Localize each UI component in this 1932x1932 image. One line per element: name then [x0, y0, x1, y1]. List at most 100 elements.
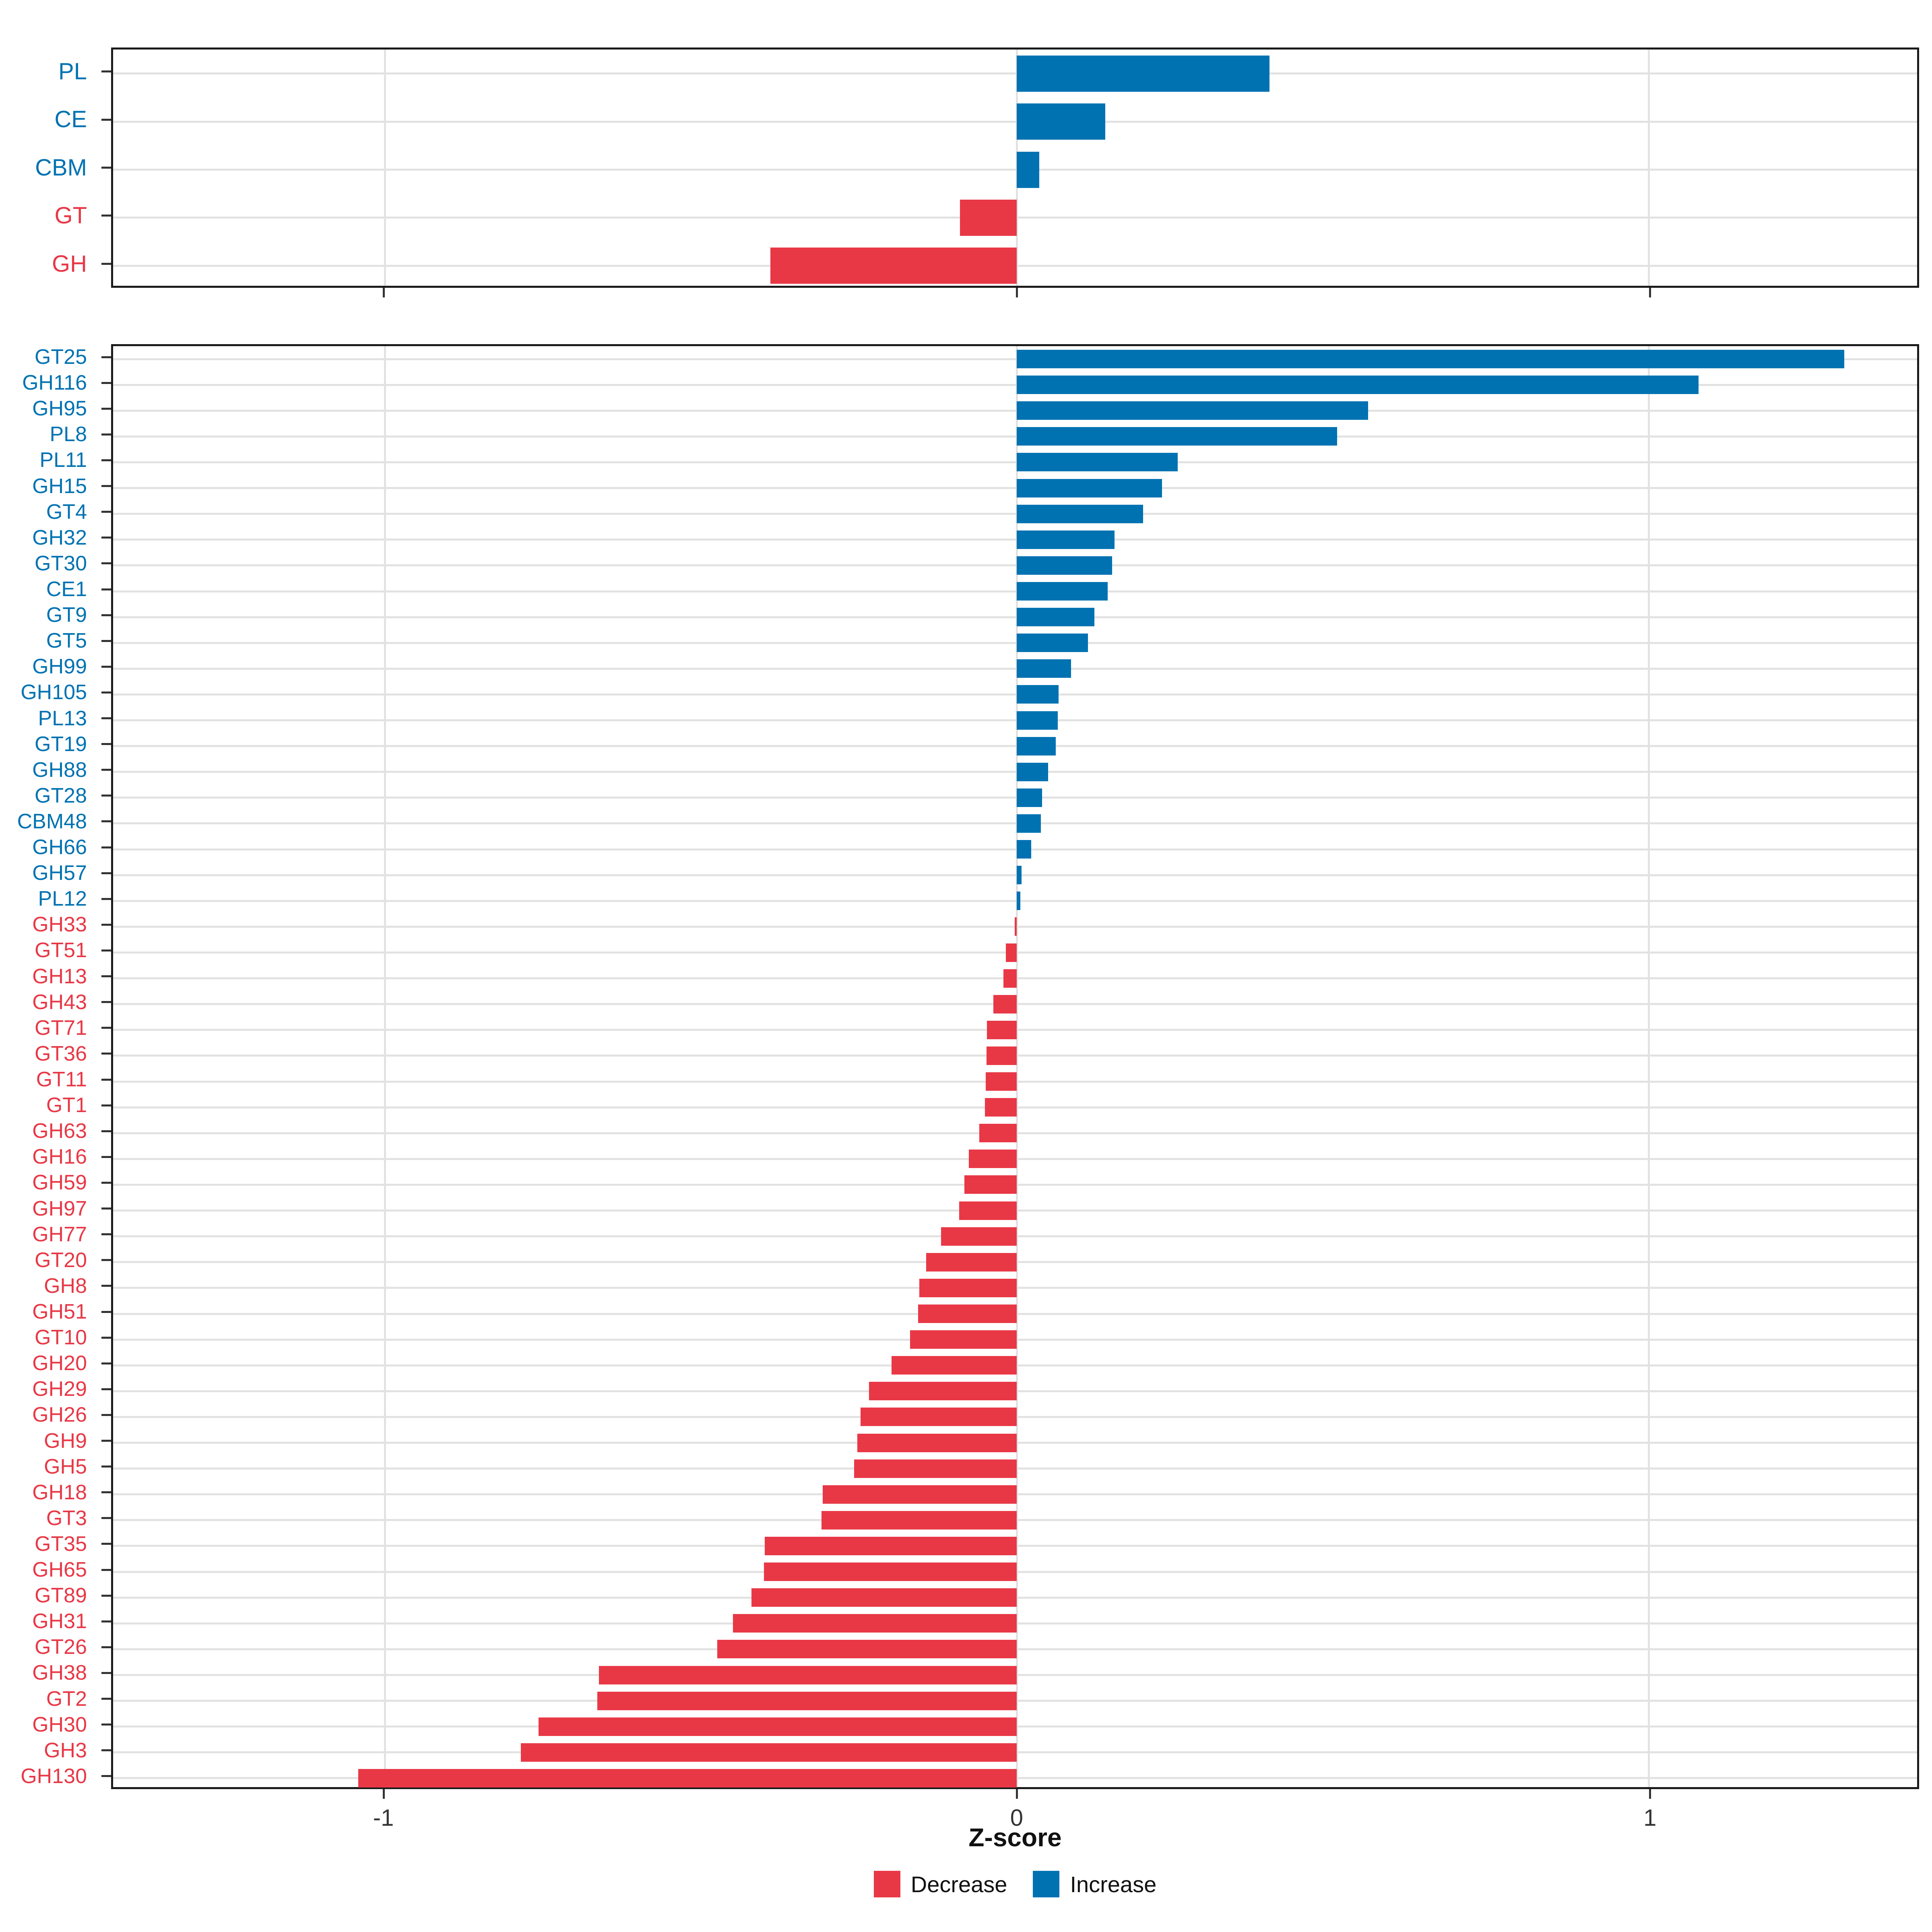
y-axis-tick [101, 1208, 111, 1210]
bar-GH97 [959, 1201, 1017, 1220]
y-axis-tick [101, 1569, 111, 1571]
bar-GT10 [910, 1330, 1017, 1349]
y-axis-tick [101, 872, 111, 874]
bar-GH57 [1016, 866, 1022, 885]
y-axis-tick [101, 485, 111, 487]
y-tick-label-GH33: GH33 [32, 913, 87, 937]
increase-swatch [1033, 1871, 1060, 1897]
y-tick-label-GH15: GH15 [32, 474, 87, 498]
x-axis-tick [1016, 1789, 1018, 1799]
bar-GT [960, 199, 1017, 236]
gridline-row [113, 822, 1917, 825]
gridline-x--1 [384, 346, 386, 1787]
y-tick-label-GT71: GT71 [34, 1016, 87, 1040]
y-tick-label-GT28: GT28 [34, 784, 87, 807]
y-axis-tick [101, 1130, 111, 1132]
y-tick-label-GT9: GT9 [46, 603, 87, 627]
x-tick-label: -1 [373, 1805, 394, 1831]
y-axis-tick [101, 975, 111, 978]
y-tick-label-GT10: GT10 [34, 1326, 87, 1350]
gridline-row [113, 72, 1917, 75]
y-tick-label-GH18: GH18 [32, 1480, 87, 1504]
y-tick-label-GT30: GT30 [34, 551, 87, 575]
bar-GH5 [854, 1459, 1017, 1478]
y-tick-label-CBM: CBM [35, 154, 87, 181]
bar-GT28 [1016, 788, 1042, 807]
gridline-x-0 [1016, 346, 1018, 1787]
x-axis-tick [1649, 288, 1651, 297]
bar-GH26 [861, 1408, 1017, 1426]
legend-item-decrease: Decrease [873, 1871, 1007, 1897]
y-tick-label-GH99: GH99 [32, 655, 87, 679]
y-axis-tick [101, 1001, 111, 1003]
x-axis-title: Z-score [968, 1823, 1062, 1852]
bar-GT26 [717, 1640, 1017, 1659]
y-tick-label-GT89: GT89 [34, 1584, 87, 1608]
y-tick-label-GH5: GH5 [44, 1455, 87, 1478]
y-axis-tick [101, 1362, 111, 1364]
y-tick-label-GH32: GH32 [32, 526, 87, 549]
x-tick-label: 1 [1643, 1805, 1657, 1831]
y-axis-tick [101, 511, 111, 513]
y-axis-tick [101, 923, 111, 926]
y-axis-tick [101, 1517, 111, 1519]
bar-GH116 [1016, 376, 1699, 394]
y-axis-tick [101, 1543, 111, 1545]
y-tick-label-CE1: CE1 [46, 577, 87, 601]
bar-GH32 [1016, 530, 1115, 549]
bar-PL12 [1016, 892, 1021, 910]
bar-GH88 [1016, 762, 1049, 781]
y-tick-label-GT35: GT35 [34, 1532, 87, 1556]
gridline-row [113, 169, 1917, 171]
bar-CE1 [1016, 582, 1108, 601]
y-axis-tick [101, 382, 111, 384]
y-axis-tick [101, 665, 111, 668]
bar-GH31 [733, 1614, 1017, 1633]
y-tick-label-GH16: GH16 [32, 1145, 87, 1169]
y-axis-tick [101, 1259, 111, 1261]
bar-GH63 [979, 1124, 1017, 1143]
y-tick-label-GH29: GH29 [32, 1377, 87, 1401]
gridline-row [113, 358, 1917, 360]
y-axis-tick [101, 1620, 111, 1622]
y-tick-label-GH43: GH43 [32, 990, 87, 1014]
y-tick-label-GT11: GT11 [36, 1068, 87, 1091]
y-tick-label-GH9: GH9 [44, 1429, 87, 1453]
bar-GT89 [751, 1588, 1017, 1607]
y-tick-label-GT: GT [54, 202, 87, 229]
legend: Decrease Increase [111, 1871, 1919, 1897]
y-tick-label-PL12: PL12 [38, 887, 87, 911]
y-axis-tick [101, 1646, 111, 1648]
y-tick-label-GT25: GT25 [34, 345, 87, 369]
bar-GH13 [1003, 969, 1017, 988]
y-axis-tick [101, 614, 111, 616]
y-tick-label-GH65: GH65 [32, 1558, 87, 1582]
y-axis-tick [101, 1466, 111, 1468]
bar-PL [1016, 55, 1269, 92]
y-tick-label-GH116: GH116 [22, 371, 87, 395]
y-axis-tick [101, 459, 111, 461]
y-tick-label-GT51: GT51 [34, 939, 87, 962]
y-axis-tick [101, 949, 111, 952]
y-axis-tick [101, 1104, 111, 1106]
bar-GT25 [1016, 350, 1845, 369]
y-axis-tick [101, 1491, 111, 1494]
bar-GH66 [1016, 840, 1032, 859]
bar-GT20 [926, 1253, 1017, 1271]
bar-GT9 [1016, 608, 1095, 627]
bar-GH30 [538, 1717, 1017, 1736]
legend-item-increase: Increase [1033, 1871, 1156, 1897]
y-axis-tick [101, 118, 111, 121]
gridline-row [113, 848, 1917, 850]
gridline-row [113, 745, 1917, 747]
bar-GT71 [987, 1020, 1017, 1039]
y-tick-label-GT1: GT1 [46, 1094, 87, 1117]
y-tick-label-GH59: GH59 [32, 1171, 87, 1195]
bar-GT51 [1006, 943, 1017, 962]
y-axis-tick [101, 1440, 111, 1442]
bar-GT19 [1016, 737, 1056, 755]
y-axis-tick [101, 262, 111, 265]
bar-GT1 [985, 1098, 1017, 1117]
y-axis-tick [101, 1233, 111, 1236]
y-tick-label-GH26: GH26 [32, 1403, 87, 1427]
